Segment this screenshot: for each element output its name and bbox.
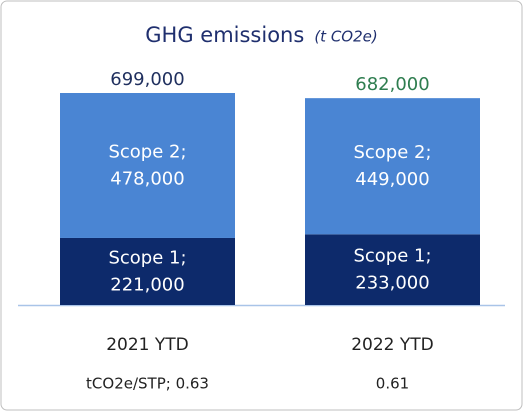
segment-value: 233,000 [355, 273, 429, 294]
segment-value: 221,000 [110, 274, 184, 295]
bar-segment [305, 234, 480, 305]
total-label: 682,000 [355, 74, 429, 95]
segment-name: Scope 2; [353, 142, 431, 163]
bar-segment [60, 93, 235, 238]
segment-value: 478,000 [110, 168, 184, 189]
footnote: tCO2e/STP; 0.63 [86, 375, 209, 393]
footnote: 0.61 [376, 375, 409, 393]
chart-subtitle: (t CO2e) [314, 28, 377, 46]
x-tick-label: 2022 YTD [351, 335, 434, 355]
total-label: 699,000 [110, 69, 184, 90]
bar-segment [305, 98, 480, 235]
segment-value: 449,000 [355, 169, 429, 190]
x-tick-label: 2021 YTD [106, 335, 189, 355]
segment-name: Scope 1; [353, 246, 431, 267]
segment-name: Scope 2; [108, 141, 186, 162]
chart-title: GHG emissions [145, 23, 304, 47]
bar-segment [60, 237, 235, 305]
segment-name: Scope 1; [108, 247, 186, 268]
